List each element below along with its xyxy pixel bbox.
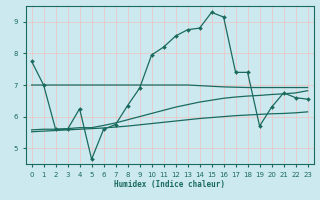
- X-axis label: Humidex (Indice chaleur): Humidex (Indice chaleur): [114, 180, 225, 189]
